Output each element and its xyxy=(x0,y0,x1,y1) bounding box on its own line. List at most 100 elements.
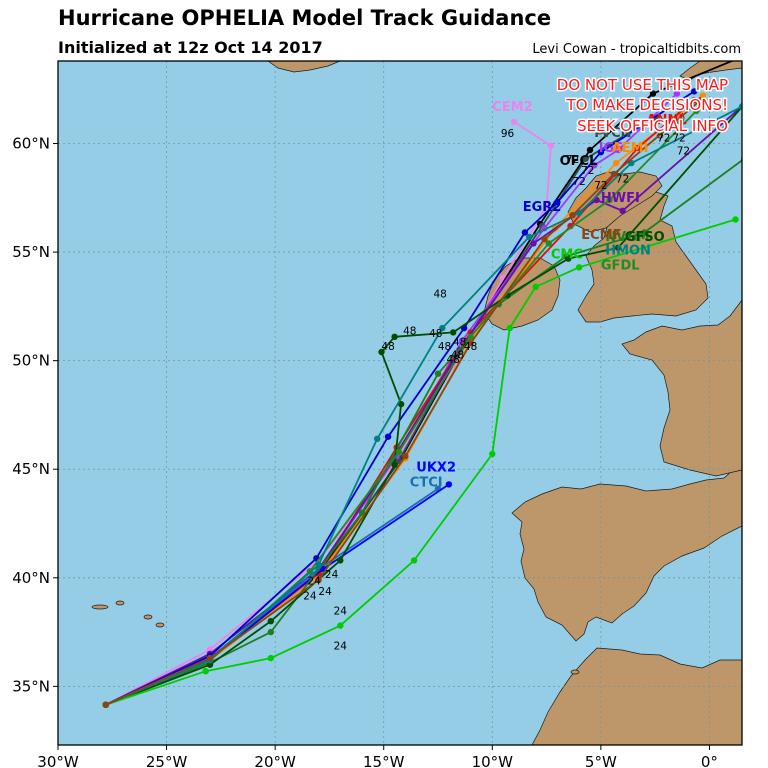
track-point xyxy=(267,654,274,662)
hour-label: 48 xyxy=(429,328,442,340)
model-label-ctci: CTCI xyxy=(410,476,443,491)
warning-line-3: SEEK OFFICIAL INFO xyxy=(577,117,728,135)
y-tick-label: 35°N xyxy=(12,677,50,695)
hour-label: 96 xyxy=(501,128,515,140)
x-tick-label: 15°W xyxy=(363,753,405,768)
x-tick-label: 20°W xyxy=(254,753,296,768)
hour-label: 48 xyxy=(403,326,416,338)
azores-2 xyxy=(115,600,125,606)
track-point xyxy=(510,118,518,126)
track-point xyxy=(374,435,381,442)
track-point xyxy=(378,348,385,356)
track-point xyxy=(554,198,561,206)
track-point xyxy=(384,433,392,440)
model-tracks xyxy=(102,49,756,708)
track-point xyxy=(673,90,681,97)
y-tick-label: 50°N xyxy=(12,352,50,370)
track-point xyxy=(102,701,110,708)
track-point xyxy=(506,324,513,332)
hour-label: 72 xyxy=(594,180,607,192)
track-point xyxy=(610,170,618,178)
track-point xyxy=(575,264,583,271)
madeira xyxy=(143,614,153,620)
track-point xyxy=(691,96,698,104)
x-tick-label: 30°W xyxy=(37,753,79,768)
track-point xyxy=(615,146,622,154)
track-point xyxy=(547,142,555,149)
hour-label: 48 xyxy=(434,289,447,301)
track-point xyxy=(467,340,474,347)
track-point xyxy=(434,370,442,377)
track-point xyxy=(267,618,274,625)
hour-label: 72 xyxy=(616,174,629,186)
x-tick-label: 10°W xyxy=(472,753,514,768)
track-ecmf xyxy=(102,96,704,708)
track-point xyxy=(545,240,552,247)
y-axis-ticks: 35°N 40°N 45°N 50°N 55°N 60°N xyxy=(12,135,58,695)
track-point xyxy=(615,244,622,251)
model-label-ecmf: ECMF xyxy=(581,228,621,243)
track-point xyxy=(391,461,398,469)
azores-1 xyxy=(91,604,109,610)
scotland-north xyxy=(567,171,663,233)
track-point xyxy=(410,557,418,564)
track-point xyxy=(641,229,648,236)
iberia-africa xyxy=(511,461,742,642)
model-label-ofcl: OFCL xyxy=(560,154,598,169)
iceland-coast xyxy=(267,61,341,73)
hour-label: 48 xyxy=(464,341,477,353)
warning-banner: DO NOT USE THIS MAP TO MAKE DECISIONS! S… xyxy=(555,75,729,137)
map-title: Hurricane OPHELIA Model Track Guidance xyxy=(58,6,552,30)
warning-line-2: TO MAKE DECISIONS! xyxy=(566,96,728,114)
track-point xyxy=(586,146,594,154)
track-point xyxy=(750,49,756,55)
y-tick-label: 55°N xyxy=(12,243,50,261)
track-point xyxy=(582,155,589,162)
x-tick-label: 0° xyxy=(701,753,718,768)
credit: Levi Cowan - tropicaltidbits.com xyxy=(532,42,741,57)
hour-label: 72 xyxy=(672,132,685,144)
hour-label: 72 xyxy=(581,165,594,177)
init-time: Initialized at 12z Oct 14 2017 xyxy=(58,38,323,57)
track-cmc xyxy=(102,216,739,708)
track-point xyxy=(439,324,446,332)
faroe xyxy=(596,129,604,135)
hour-label: 24 xyxy=(334,606,348,618)
track-point xyxy=(402,453,409,460)
track-point xyxy=(445,481,453,488)
model-label-aemi: AEMI xyxy=(612,141,649,156)
model-label-cmc: CMC xyxy=(551,248,583,263)
track-point xyxy=(450,329,457,336)
hour-label: 24 xyxy=(318,586,332,598)
hour-label: 72 xyxy=(572,176,585,188)
track-point xyxy=(532,283,539,290)
track-point xyxy=(489,450,496,458)
track-point xyxy=(202,668,209,675)
hour-label: 48 xyxy=(381,341,394,353)
hour-label: 72 xyxy=(657,132,670,144)
track-point xyxy=(543,203,550,210)
y-tick-label: 60°N xyxy=(12,135,50,153)
model-label-nvgm: NVGM xyxy=(605,230,650,245)
track-point xyxy=(649,90,657,97)
track-point xyxy=(691,88,698,95)
hour-label: 72 xyxy=(677,145,690,157)
hour-label: 48 xyxy=(453,337,466,349)
x-tick-label: 5°W xyxy=(585,753,617,768)
azores-3 xyxy=(155,622,165,628)
track-point xyxy=(541,235,548,243)
model-label-hmon: HMON xyxy=(605,243,651,258)
track-point xyxy=(732,216,739,223)
hour-label: 48 xyxy=(438,341,451,353)
model-label-gfdl: GFDL xyxy=(601,259,640,274)
track-point xyxy=(591,162,598,169)
x-axis-ticks: 30°W 25°W 20°W 15°W 10°W 5°W 0° xyxy=(37,745,718,768)
track-point xyxy=(206,654,214,662)
track-point xyxy=(395,448,403,456)
model-label-egr2: EGR2 xyxy=(523,200,562,215)
track-point xyxy=(606,196,613,204)
track-line xyxy=(105,218,736,706)
